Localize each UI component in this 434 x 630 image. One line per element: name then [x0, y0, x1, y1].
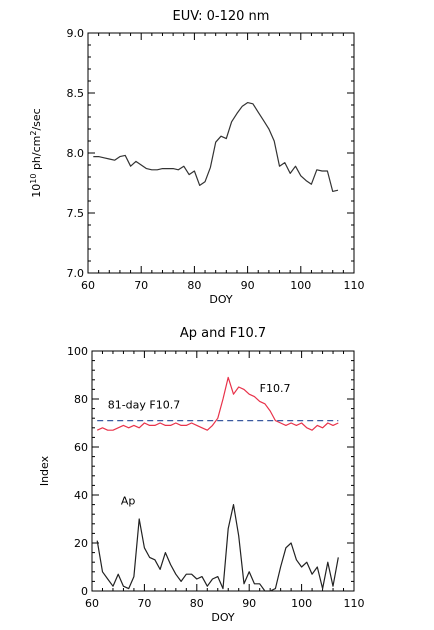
annotation-1: F10.7 — [260, 382, 291, 395]
y-axis-label-superscript: 10 — [29, 174, 38, 184]
y-axis-label-part: 10 — [30, 184, 43, 198]
y-axis-label-part: /sec — [30, 108, 43, 130]
annotation-2: 81-day F10.7 — [108, 399, 181, 412]
chart-title: Ap and F10.7 — [180, 326, 266, 341]
y-axis-label: Index — [38, 455, 51, 486]
y-tick-label: 60 — [74, 441, 88, 454]
y-tick-label: 0 — [81, 585, 88, 598]
x-tick-label: 90 — [242, 597, 256, 610]
series-line-1 — [93, 103, 338, 192]
y-axis-label: 1010 ph/cm2/sec — [29, 108, 44, 197]
chart-title: EUV: 0-120 nm — [173, 9, 270, 24]
y-tick-label: 8.0 — [67, 147, 85, 160]
y-tick-label: 7.5 — [67, 207, 85, 220]
series-line-3 — [97, 505, 338, 591]
chart-1: EUV: 0-120 nm 60 70 80 90 100 110 7.0 7.5 8.0 8.5 9… — [29, 9, 365, 306]
x-tick-label: 60 — [81, 279, 95, 292]
x-axis-label: DOY — [211, 611, 235, 624]
annotation-3: Ap — [121, 495, 136, 508]
x-tick-label: 70 — [137, 597, 151, 610]
x-tick-label: 100 — [291, 597, 312, 610]
y-tick-label: 9.0 — [67, 27, 85, 40]
x-tick-label: 70 — [134, 279, 148, 292]
x-axis-label: DOY — [209, 293, 233, 306]
x-tick-label: 100 — [290, 279, 311, 292]
x-tick-label: 80 — [187, 279, 201, 292]
x-tick-label: 80 — [190, 597, 204, 610]
plot-frame — [92, 351, 354, 591]
y-tick-label: 7.0 — [67, 267, 85, 280]
y-tick-label: 40 — [74, 489, 88, 502]
y-tick-label: 100 — [67, 345, 88, 358]
plot-frame — [88, 33, 354, 273]
y-tick-label: 20 — [74, 537, 88, 550]
x-tick-label: 60 — [85, 597, 99, 610]
x-tick-label: 90 — [241, 279, 255, 292]
y-tick-label: 80 — [74, 393, 88, 406]
y-axis-label-part: ph/cm — [30, 136, 43, 174]
y-tick-label: 8.5 — [67, 87, 85, 100]
chart-2: Ap and F10.7 60 70 80 90 100 110 0 20 40 60 80 100 DO… — [38, 326, 365, 624]
x-tick-label: 110 — [344, 279, 365, 292]
x-tick-label: 110 — [344, 597, 365, 610]
